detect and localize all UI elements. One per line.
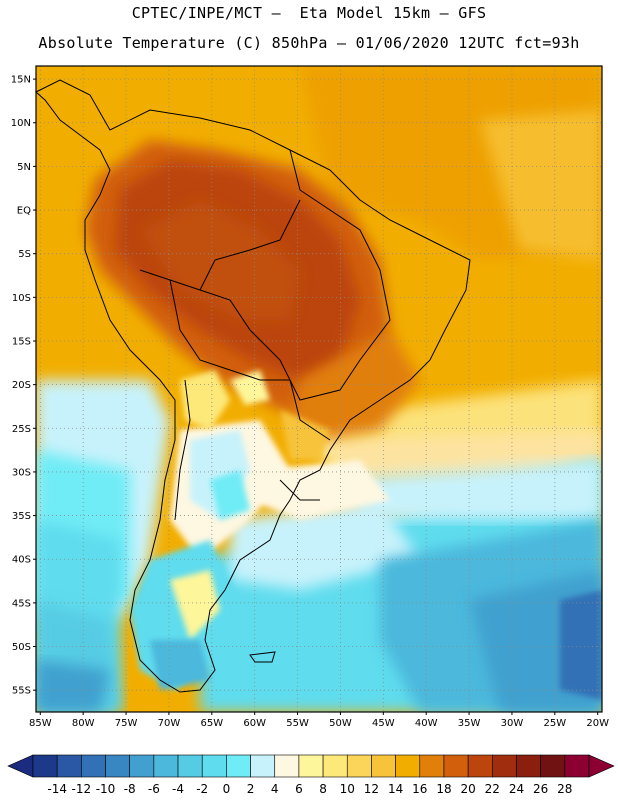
lon-tick-label: 30W <box>501 718 524 729</box>
lon-tick-label: 65W <box>200 718 223 729</box>
lat-tick-label: 35S <box>12 511 31 522</box>
colorbar-swatch <box>395 754 421 778</box>
lat-tick-label: 45S <box>12 598 31 609</box>
colorbar-swatch <box>346 754 372 778</box>
temperature-field <box>36 66 602 712</box>
lat-tick-label: 5N <box>17 162 31 173</box>
title-line-1: CPTEC/INPE/MCT – Eta Model 15km – GFS <box>131 4 487 22</box>
lat-tick-label: 30S <box>12 467 31 478</box>
lon-tick-label: 70W <box>158 718 181 729</box>
colorbar-swatch <box>540 754 566 778</box>
colorbar-swatch <box>105 754 130 778</box>
lat-tick-label: 5S <box>18 249 31 260</box>
coastlines <box>35 79 471 693</box>
colorbar-swatch <box>443 754 469 778</box>
map-frame <box>35 65 603 713</box>
colorbar-label: 0 <box>223 782 231 796</box>
colorbar-label: 2 <box>247 782 255 796</box>
lat-tick-label: 10S <box>12 293 31 304</box>
colorbar-swatch <box>201 754 227 778</box>
colorbar-label: -12 <box>72 782 92 796</box>
lat-tick-label: 15N <box>11 75 31 86</box>
colorbar-swatch <box>153 754 179 778</box>
colorbar-label: 6 <box>295 782 303 796</box>
colorbar-label: 8 <box>319 782 327 796</box>
lon-tick-label: 50W <box>329 718 352 729</box>
lon-tick-label: 80W <box>72 718 95 729</box>
colorbar-label: 16 <box>412 782 427 796</box>
colorbar-label: 18 <box>436 782 451 796</box>
colorbar-label: 26 <box>533 782 548 796</box>
lat-tick-label: 50S <box>12 642 31 653</box>
colorbar-swatch <box>177 754 203 778</box>
colorbar-swatch <box>322 754 348 778</box>
colorbar-label: -10 <box>96 782 116 796</box>
colorbar-swatch <box>298 754 324 778</box>
colorbar-label: 4 <box>271 782 279 796</box>
colorbar-label: -14 <box>47 782 67 796</box>
lon-tick-label: 85W <box>29 718 52 729</box>
lat-tick-label: 15S <box>12 336 31 347</box>
lon-tick-label: 20W <box>586 718 609 729</box>
title-line-2: Absolute Temperature (C) 850hPa – 01/06/… <box>38 34 580 52</box>
lon-tick-label: 40W <box>415 718 438 729</box>
lon-tick-label: 55W <box>286 718 309 729</box>
colorbar-swatch <box>564 754 590 778</box>
colorbar-label: 28 <box>557 782 572 796</box>
colorbar-high-extension <box>588 754 615 778</box>
colorbar-label: -2 <box>196 782 208 796</box>
colorbar-label: -6 <box>148 782 160 796</box>
colorbar-swatch <box>274 754 300 778</box>
colorbar-label: 24 <box>509 782 524 796</box>
colorbar: -14 -12 -10 -8 -6 -4 -2 0 2 4 6 8 10 12 14 16 18 20 22 24 26… <box>7 754 615 796</box>
longitude-axis: 85W 80W 75W 70W 65W 60W 55W 50W 45W 40W 35W 30W 25W 2… <box>29 712 609 729</box>
colorbar-swatch <box>226 754 251 778</box>
colorbar-label: 10 <box>340 782 355 796</box>
colorbar-low-extension <box>7 754 34 778</box>
colorbar-swatch <box>81 754 106 778</box>
lat-tick-label: 10N <box>11 118 31 129</box>
latitude-axis: 15N 10N 5N EQ 5S 10S 15S 20S 25S 30S 35S 40S 45S 50S 5… <box>11 75 36 697</box>
colorbar-swatch <box>250 754 276 778</box>
colorbar-swatch <box>56 754 82 778</box>
lat-tick-label: 55S <box>12 686 31 697</box>
colorbar-label: -8 <box>124 782 136 796</box>
lat-tick-label: EQ <box>17 206 31 217</box>
colorbar-swatch <box>467 754 493 778</box>
colorbar-swatch <box>129 754 155 778</box>
colorbar-label: 20 <box>460 782 475 796</box>
colorbar-label: 12 <box>364 782 379 796</box>
lon-tick-label: 75W <box>115 718 138 729</box>
lat-tick-label: 40S <box>12 555 31 566</box>
colorbar-label: 22 <box>485 782 500 796</box>
colorbar-swatch <box>32 754 58 778</box>
lat-tick-label: 25S <box>12 424 31 435</box>
colorbar-label: 14 <box>388 782 403 796</box>
colorbar-swatch <box>419 754 445 778</box>
lon-tick-label: 35W <box>458 718 481 729</box>
colorbar-swatch <box>516 754 541 778</box>
lon-tick-label: 45W <box>372 718 395 729</box>
lon-tick-label: 60W <box>243 718 266 729</box>
colorbar-swatch <box>371 754 396 778</box>
colorbar-label: -4 <box>172 782 184 796</box>
lon-tick-label: 25W <box>544 718 567 729</box>
colorbar-swatch <box>492 754 517 778</box>
lat-tick-label: 20S <box>12 380 31 391</box>
